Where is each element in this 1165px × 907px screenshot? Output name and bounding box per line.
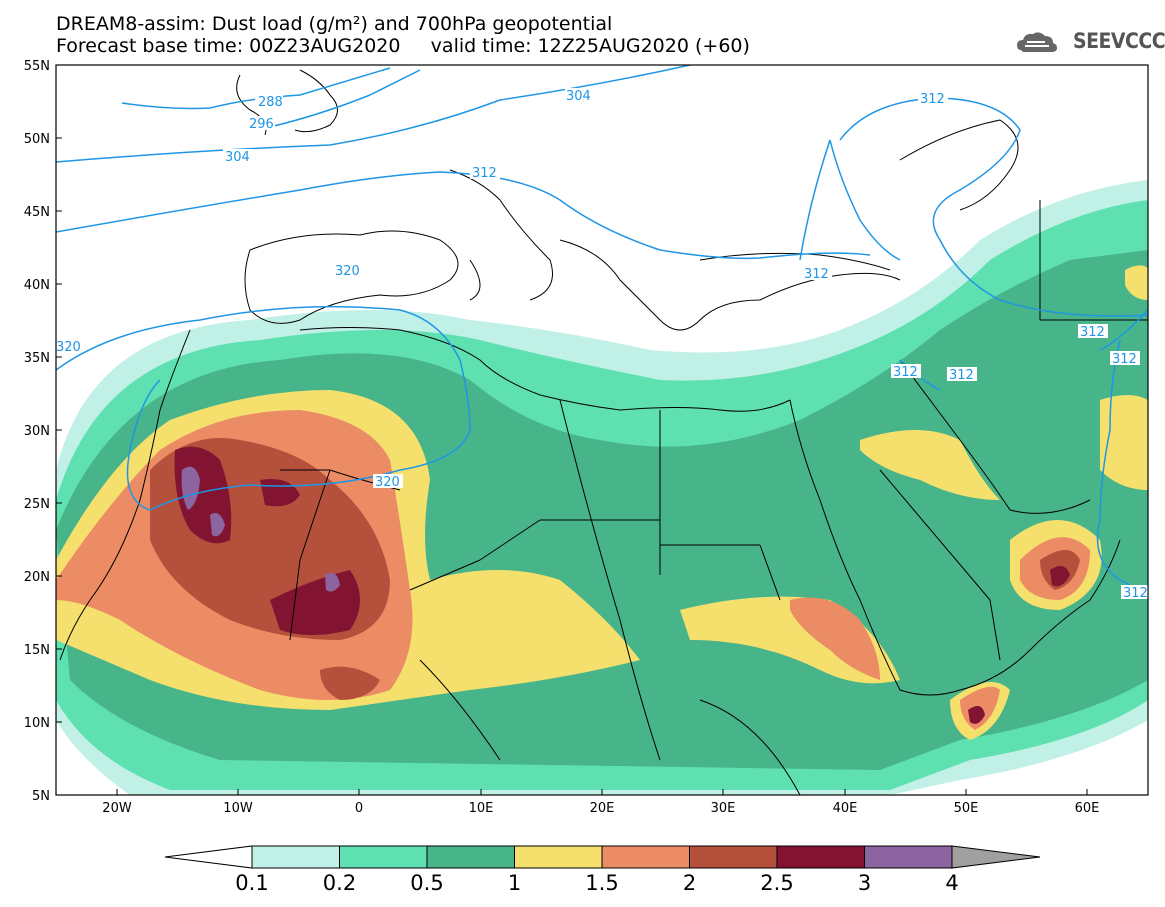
colorbar-over-arrow (951, 845, 1041, 869)
lon-label: 0 (355, 801, 363, 816)
lon-label: 20E (590, 801, 615, 816)
svg-text:312: 312 (1112, 352, 1137, 367)
colorbar-level-label: 0.1 (235, 871, 269, 895)
lon-label: 30E (711, 801, 736, 816)
lon-label: 20W (102, 801, 132, 816)
svg-text:312: 312 (472, 166, 497, 181)
colorbar-bin (864, 845, 953, 869)
contour-label: 288 (255, 94, 283, 110)
lon-label: 60E (1075, 801, 1100, 816)
logo-text: SEEVCCC (1073, 29, 1165, 53)
lon-label: 10E (469, 801, 494, 816)
colorbar-bin (514, 845, 603, 869)
colorbar-bin (339, 845, 428, 869)
geopotential-contours (56, 65, 1148, 596)
contour-label: 312 (947, 367, 977, 383)
contour-label: 312 (891, 364, 921, 380)
colorbar-bin (601, 845, 690, 869)
colorbar-level-label: 4 (945, 871, 959, 895)
lon-label: 50E (954, 801, 979, 816)
contour-label: 312 (1121, 585, 1148, 601)
contour-label: 312 (470, 165, 500, 181)
coastlines-borders (59, 69, 1148, 795)
contour-label: 296 (247, 116, 275, 132)
lat-label: 20N (24, 570, 50, 585)
svg-text:296: 296 (249, 117, 274, 132)
svg-text:320: 320 (375, 475, 400, 490)
colorbar-level-label: 2.5 (760, 871, 794, 895)
lon-label: 10W (223, 801, 253, 816)
lat-label: 50N (24, 132, 50, 147)
dust-field-3 (181, 466, 340, 592)
latitude-axis: 55N 50N 45N 40N 35N 30N 25N 20N 15N 10N … (24, 59, 62, 804)
lat-label: 10N (24, 716, 50, 731)
svg-text:312: 312 (893, 365, 918, 380)
cloud-logo-icon (1017, 32, 1057, 52)
lat-label: 30N (24, 424, 50, 439)
contour-label: 312 (1078, 324, 1108, 340)
longitude-axis: 20W 10W 0 10E 20E 30E 40E 50E 60E (102, 789, 1099, 816)
colorbar-level-label: 1.5 (585, 871, 619, 895)
lat-label: 15N (24, 643, 50, 658)
svg-text:312: 312 (1123, 586, 1148, 601)
map-title: DREAM8-assim: Dust load (g/m²) and 700hP… (56, 13, 613, 35)
contour-labels: 288 296 304 304 312 312 312 320 320 320 … (56, 88, 1148, 601)
svg-text:312: 312 (1080, 325, 1105, 340)
svg-text:312: 312 (920, 92, 945, 107)
lat-label: 55N (24, 59, 50, 74)
colorbar-bin (776, 845, 865, 869)
contour-label: 304 (565, 88, 595, 104)
contour-label: 320 (373, 474, 403, 490)
contour-label: 320 (333, 263, 363, 279)
contour-label: 304 (223, 149, 253, 165)
colorbar-level-label: 1 (507, 871, 522, 895)
colorbar-under-arrow (164, 845, 253, 869)
contour-label: 320 (56, 339, 81, 355)
svg-text:304: 304 (566, 89, 591, 104)
lat-label: 35N (24, 351, 50, 366)
svg-text:320: 320 (335, 264, 360, 279)
colorbar-level-label: 0.2 (322, 871, 357, 895)
svg-text:312: 312 (804, 267, 829, 282)
lat-label: 5N (32, 789, 50, 804)
svg-text:304: 304 (225, 150, 250, 165)
svg-text:320: 320 (56, 340, 81, 355)
forecast-time-line: Forecast base time: 00Z23AUG2020 valid t… (56, 35, 750, 57)
colorbar-bin (689, 845, 778, 869)
colorbar-level-label: 0.5 (410, 871, 444, 895)
colorbar-bin (426, 845, 515, 869)
contour-label: 312 (1110, 351, 1140, 367)
lat-label: 40N (24, 278, 50, 293)
contour-label: 312 (918, 91, 948, 107)
colorbar (164, 845, 1041, 869)
svg-text:288: 288 (258, 95, 283, 110)
lon-label: 40E (833, 801, 858, 816)
lat-label: 45N (24, 205, 50, 220)
contour-label: 312 (802, 266, 832, 282)
colorbar-level-label: 3 (857, 871, 872, 895)
svg-text:312: 312 (949, 368, 974, 383)
lat-label: 25N (24, 497, 50, 512)
colorbar-bin (251, 845, 340, 869)
colorbar-level-label: 2 (682, 871, 697, 895)
